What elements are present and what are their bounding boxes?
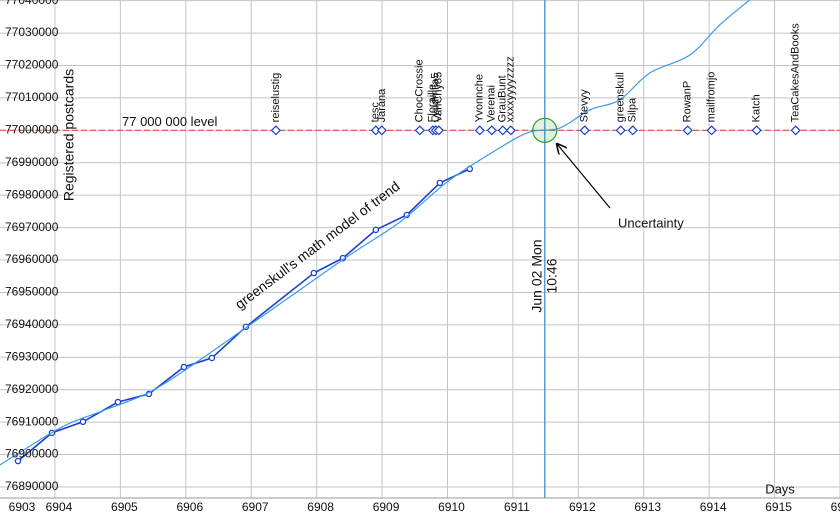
x-tick-label: 6904 <box>46 500 73 514</box>
y-tick-label: 76980000 <box>5 187 59 201</box>
guess-marker <box>627 125 638 136</box>
x-tick-label: 6905 <box>111 500 138 514</box>
guess-label: Stevyy <box>579 89 591 123</box>
guess-label: RowanP <box>682 81 694 123</box>
y-tick-label: 76890000 <box>5 479 59 493</box>
guess-label: greenskull <box>615 72 627 122</box>
guess-label: Jarana <box>376 88 388 123</box>
uncertainty-label: Uncertainty <box>618 215 684 230</box>
x-tick-label: 6909 <box>373 500 400 514</box>
grid <box>0 0 840 499</box>
guess-marker <box>790 125 801 136</box>
x-tick-label: 6913 <box>634 500 661 514</box>
guess-marker <box>579 125 590 136</box>
data-point <box>310 269 318 277</box>
y-tick-label: 76940000 <box>5 317 59 331</box>
labels: 76890000 76900000 76910000 76920000 76930000… <box>5 0 840 514</box>
y-tick-label: 77040000 <box>5 0 59 7</box>
y-tick-label: 77000000 <box>5 123 59 137</box>
guess-label: GrauBunt <box>497 75 509 122</box>
x-tick-label: 6903 <box>9 500 36 514</box>
guess-marker <box>370 125 381 136</box>
guess-marker <box>682 125 693 136</box>
guess-label: Lyudmila5 <box>430 73 442 123</box>
guess-label: ChocCrossie <box>414 59 426 122</box>
guess-label: reiselustig <box>270 73 282 123</box>
x-tick-label: 6906 <box>176 500 203 514</box>
y-tick-label: 76950000 <box>5 285 59 299</box>
guess-marker <box>497 125 508 136</box>
arrow <box>557 144 611 209</box>
x-tick-label: 6916 <box>831 500 840 514</box>
x-tick-label: 6914 <box>700 500 727 514</box>
y-tick-label: 76990000 <box>5 155 59 169</box>
data-point <box>436 179 444 187</box>
data-point <box>79 418 87 426</box>
y-tick-label: 76930000 <box>5 349 59 363</box>
y-tick-label: 77030000 <box>5 25 59 39</box>
series-line <box>0 0 751 466</box>
guess-label: tesc <box>370 102 382 123</box>
y-axis-label: Registered postcards <box>61 69 77 201</box>
x-tick-label: 6910 <box>438 500 465 514</box>
data-point <box>14 457 22 465</box>
data-point <box>114 398 122 406</box>
data-point <box>180 363 188 371</box>
guess-marker <box>706 125 717 136</box>
guess-marker <box>486 125 497 136</box>
marks <box>0 0 840 498</box>
y-tick-label: 76920000 <box>5 382 59 396</box>
x-axis-label: Days <box>765 481 795 496</box>
data-point <box>372 226 380 234</box>
now-label: Jun 02 Mon <box>528 239 544 312</box>
guess-label: xxxxyyyyzzzz <box>505 56 517 122</box>
guess-marker <box>751 125 762 136</box>
x-tick-label: 6911 <box>504 500 530 514</box>
guess-label: TeaCakesAndBooks <box>790 23 802 123</box>
series-line <box>17 168 471 462</box>
guess-marker <box>505 125 516 136</box>
guess-marker <box>474 125 485 136</box>
y-tick-label: 76960000 <box>5 252 59 266</box>
guess-label: Katch <box>751 94 763 122</box>
data-point <box>208 354 216 362</box>
y-tick-label: 76910000 <box>5 414 59 428</box>
guess-marker <box>615 125 626 136</box>
y-tick-label: 76900000 <box>5 447 59 461</box>
x-tick-label: 6908 <box>307 500 334 514</box>
x-tick-label: 6912 <box>569 500 596 514</box>
guess-label: mailfromjo <box>706 72 718 123</box>
guess-marker <box>376 125 387 136</box>
y-tick-label: 76970000 <box>5 220 59 234</box>
guess-marker <box>433 125 444 136</box>
guess-label: Silpa <box>627 97 639 122</box>
guess-label: Yvonnche <box>474 74 486 122</box>
x-tick-label: 6915 <box>765 500 792 514</box>
guess-label: Floraille <box>427 84 439 123</box>
guess-marker <box>414 125 425 136</box>
y-tick-label: 77020000 <box>5 58 59 72</box>
guess-marker <box>270 125 281 136</box>
level-label: 77 000 000 level <box>122 114 218 129</box>
guess-label: Verenai <box>486 85 498 122</box>
now-label: 10:46 <box>543 258 559 293</box>
guess-label: VanChy85 <box>433 72 445 123</box>
x-tick-label: 6907 <box>242 500 269 514</box>
y-tick-label: 77010000 <box>5 90 59 104</box>
